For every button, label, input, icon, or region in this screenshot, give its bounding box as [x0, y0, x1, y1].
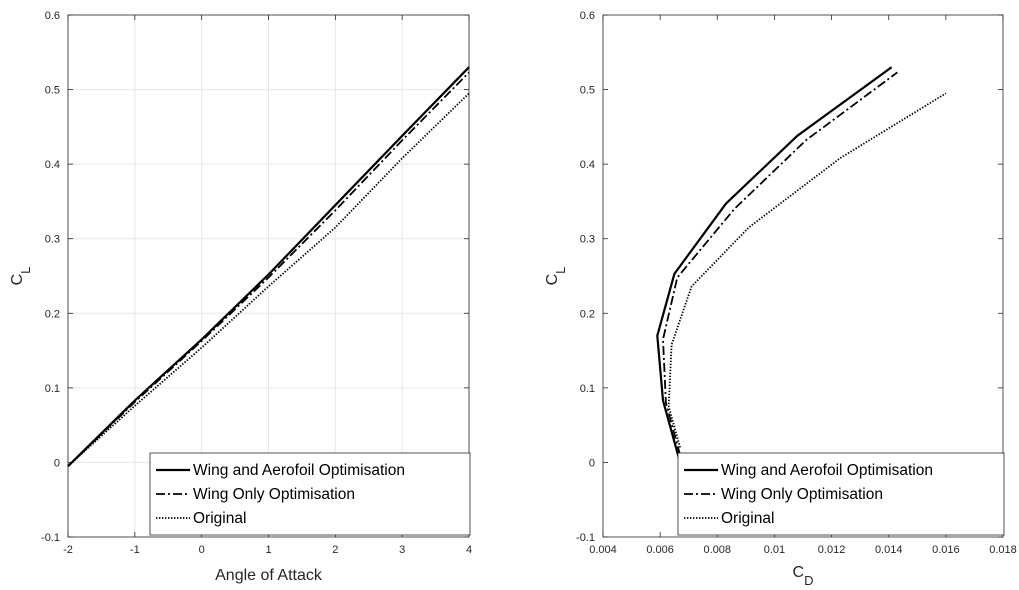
- y-tick-label: -0.1: [41, 532, 60, 544]
- y-tick-label: 0.3: [580, 234, 595, 246]
- x-tick-label: 0: [199, 544, 205, 556]
- y-tick-label: 0: [54, 457, 60, 469]
- y-axis-label: CL: [544, 267, 568, 286]
- series-line-2: [662, 71, 898, 456]
- x-tick-label: 3: [399, 544, 405, 556]
- y-tick-label: 0.5: [45, 85, 60, 97]
- x-tick-label: 0.008: [704, 544, 732, 556]
- y-tick-label: 0: [589, 457, 595, 469]
- label-main: C: [544, 274, 561, 286]
- x-tick-label: 0.01: [764, 544, 785, 556]
- label-subscript: L: [18, 267, 33, 274]
- legend-entry: Wing and Aerofoil Optimisation: [721, 462, 933, 479]
- legend-entry: Original: [721, 510, 774, 527]
- x-tick-label: 2: [332, 544, 338, 556]
- series-line-1: [656, 66, 893, 463]
- y-tick-label: -0.1: [576, 532, 595, 544]
- label-main: C: [9, 274, 26, 286]
- y-tick-label: 0.2: [45, 308, 60, 320]
- cl-vs-alpha-chart: -2 -1 0 1 2 3 4 -0.1 0 0.1 0.2 0.3 0.4 0.5 0.6 Angle of…: [9, 10, 472, 584]
- label-subscript: L: [553, 267, 568, 274]
- y-tick-label: 0.5: [580, 85, 595, 97]
- x-tick-label: 0.012: [818, 544, 846, 556]
- x-tick-label: 0.004: [589, 544, 617, 556]
- x-axis-label: Angle of Attack: [215, 567, 323, 584]
- series-line-3: [667, 92, 947, 448]
- x-tick-label: 0.014: [875, 544, 903, 556]
- label-main: C: [793, 564, 805, 581]
- x-tick-label: 1: [265, 544, 271, 556]
- legend-box: [677, 452, 1005, 536]
- series-line-1: [67, 66, 470, 467]
- x-tick-label: 0.006: [646, 544, 674, 556]
- legend-entry: Wing Only Optimisation: [721, 486, 883, 503]
- y-tick-label: 0.1: [45, 383, 60, 395]
- y-tick-label: 0.4: [45, 159, 60, 171]
- x-tick-label: 4: [466, 544, 472, 556]
- y-tick-label: 0.1: [580, 383, 595, 395]
- y-tick-label: 0.6: [45, 10, 60, 22]
- legend-entry: Original: [193, 510, 246, 527]
- y-tick-label: 0.2: [580, 308, 595, 320]
- series-line-3: [67, 92, 470, 467]
- plot-frame: [602, 14, 1004, 538]
- y-axis-label: CL: [9, 267, 33, 286]
- x-tick-label: 0.018: [989, 544, 1017, 556]
- x-axis-label: CD: [793, 564, 814, 588]
- cl-vs-cd-chart: 0.004 0.006 0.008 0.01 0.012 0.014 0.016 0.018 -…: [544, 10, 1017, 588]
- x-tick-label: -2: [63, 544, 73, 556]
- x-tick-label: 0.016: [932, 544, 960, 556]
- legend-entry: Wing and Aerofoil Optimisation: [193, 462, 405, 479]
- y-tick-label: 0.4: [580, 159, 595, 171]
- legend-entry: Wing Only Optimisation: [193, 486, 355, 503]
- x-tick-label: -1: [130, 544, 140, 556]
- y-tick-label: 0.6: [580, 10, 595, 22]
- legend-box: [149, 452, 471, 536]
- series-line-2: [67, 71, 470, 467]
- label-subscript: D: [804, 573, 813, 588]
- y-tick-label: 0.3: [45, 234, 60, 246]
